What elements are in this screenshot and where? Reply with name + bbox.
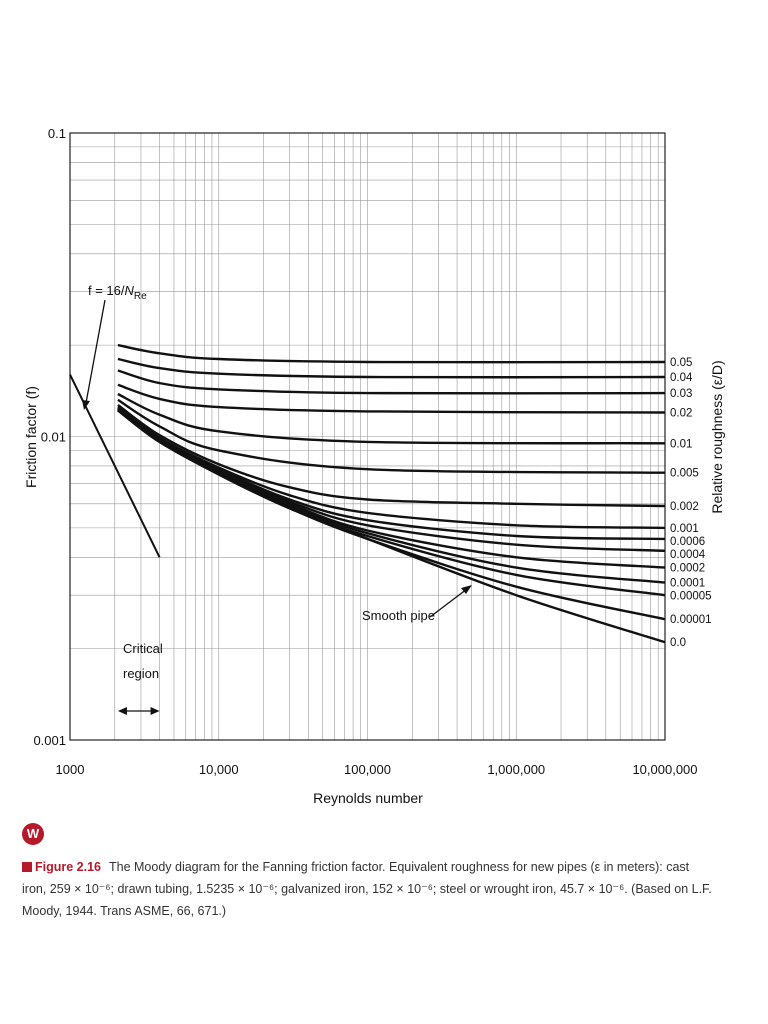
roughness-label: 0.00005 [670,591,712,603]
y-tick-label: 0.001 [33,733,66,748]
laminar-arrow-head [82,400,90,410]
plot-frame [69,132,666,741]
critical-arrow-left-head [117,707,127,715]
roughness-label: 0.005 [670,468,699,480]
roughness-curve-0.0004 [117,408,666,552]
critical-arrow-right-head [150,707,160,715]
roughness-label: 0.0004 [670,549,706,561]
roughness-curve-0.03 [117,369,666,395]
roughness-label: 0.0006 [670,536,705,548]
figure-label: Figure 2.16 [35,860,101,874]
smooth-pipe-arrow-head [461,585,472,594]
critical-region-arrow [117,707,160,715]
curve-layer [69,343,666,644]
roughness-label: 0.0002 [670,563,705,575]
x-tick-label: 1,000,000 [487,762,545,777]
roughness-label: 0.00001 [670,614,712,626]
roughness-axis-title: Relative roughness (ε/D) [709,360,725,513]
roughness-curve-0.0001 [117,409,666,584]
roughness-label: 0.04 [670,372,693,384]
figure-marker-icon [22,862,32,872]
roughness-label: 0.05 [670,357,692,369]
roughness-curve-0.0 [117,409,666,644]
roughness-label: 0.01 [670,438,692,450]
roughness-curve-0.04 [117,357,666,379]
caption-text: The Moody diagram for the Fanning fricti… [22,860,712,918]
laminar-arrow [85,299,106,404]
roughness-curve-0.001 [117,406,666,530]
smooth-pipe-label: Smooth pipe [362,608,435,623]
roughness-label: 0.02 [670,407,692,419]
label-layer: 1000 10,000 100,000 1,000,000 10,000,000 0.1 0… [33,126,711,777]
roughness-curve-0.005 [117,398,666,474]
moody-chart: 1000 10,000 100,000 1,000,000 10,000,000 0.1 0… [23,126,725,806]
smooth-pipe-arrow [429,588,468,618]
roughness-label: 0.03 [670,388,692,400]
critical-region-label-line2: region [123,666,159,681]
roughness-label: 0.002 [670,501,699,513]
roughness-label: 0.0 [670,637,686,649]
roughness-label: 0.001 [670,523,699,535]
x-tick-label: 10,000 [199,762,239,777]
laminar-formula-label: f = 16/NRe [88,283,147,302]
figure-caption: Figure 2.16 The Moody diagram for the Fan… [22,856,712,922]
y-axis-title: Friction factor (f) [23,386,39,488]
roughness-curve-0.002 [117,404,666,508]
roughness-curve-0.00005 [117,409,666,597]
x-tick-label: 10,000,000 [632,762,697,777]
x-axis-title: Reynolds number [313,790,423,806]
y-tick-label: 0.01 [41,430,66,445]
x-tick-label: 1000 [56,762,85,777]
roughness-curve-0.02 [117,383,666,414]
roughness-curve-0.01 [117,392,666,445]
critical-region-label-line1: Critical [123,641,163,656]
y-tick-label: 0.1 [48,126,66,141]
roughness-label: 0.0001 [670,578,705,590]
x-tick-label: 100,000 [344,762,391,777]
w-badge-icon: W [22,823,44,845]
roughness-curve-0.05 [117,343,666,364]
